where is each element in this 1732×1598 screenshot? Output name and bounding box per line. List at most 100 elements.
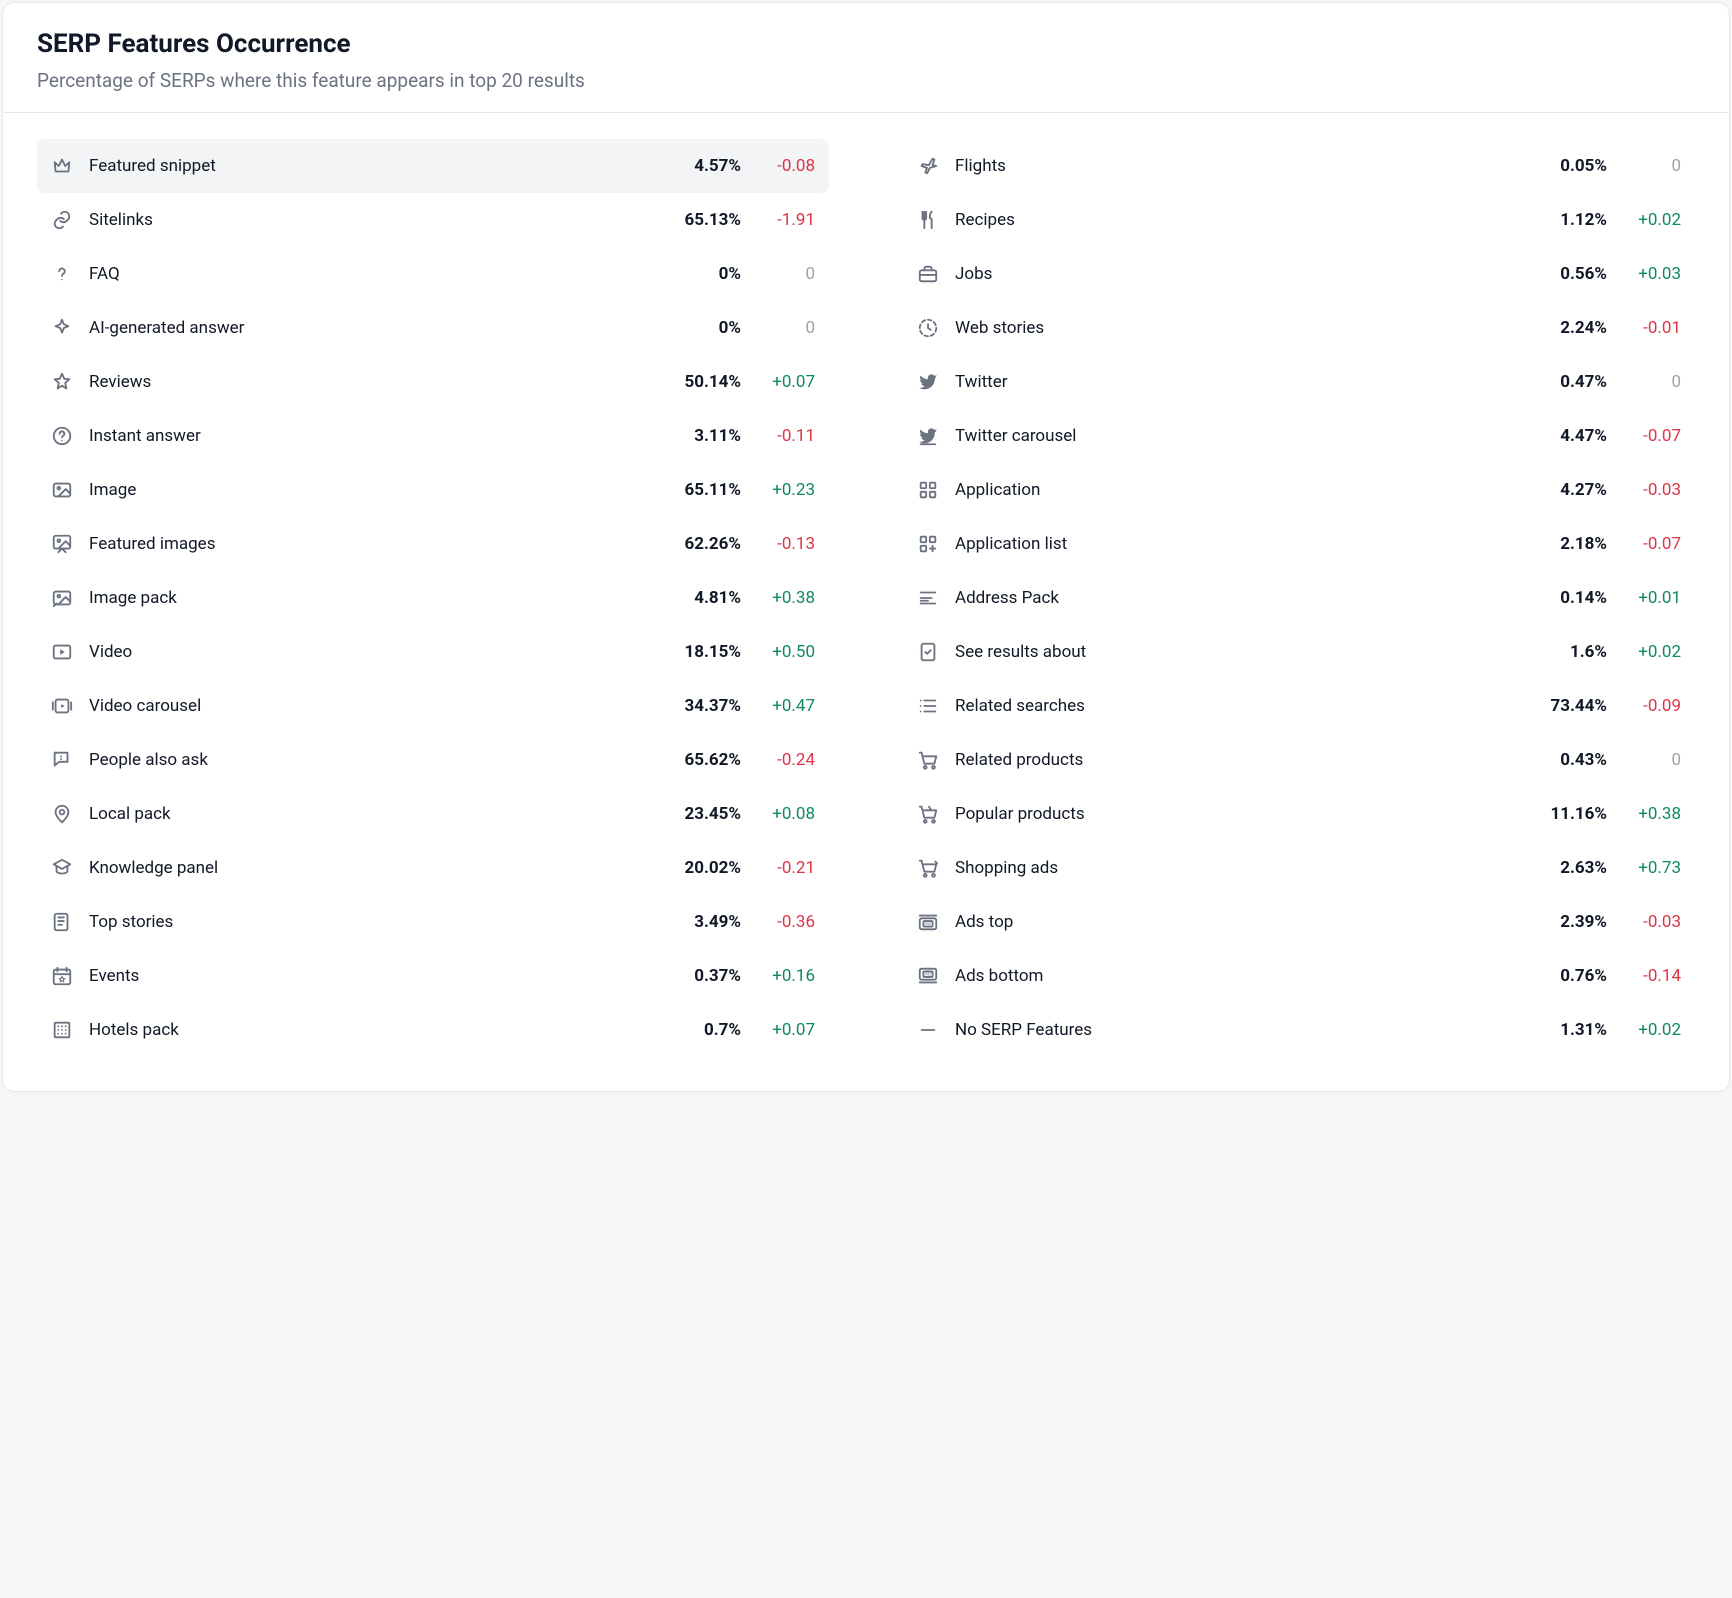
feature-label: Featured images bbox=[89, 534, 645, 554]
feature-percent: 2.39% bbox=[1511, 912, 1607, 932]
feature-delta: -0.07 bbox=[1607, 534, 1681, 554]
link-icon bbox=[51, 209, 73, 231]
feature-label: Popular products bbox=[955, 804, 1511, 824]
webstories-icon bbox=[917, 317, 939, 339]
feature-row-application[interactable]: Application4.27%-0.03 bbox=[903, 463, 1695, 517]
feature-row-events[interactable]: Events0.37%+0.16 bbox=[37, 949, 829, 1003]
feature-delta: +0.38 bbox=[741, 588, 815, 608]
feature-row-jobs[interactable]: Jobs0.56%+0.03 bbox=[903, 247, 1695, 301]
feature-label: Recipes bbox=[955, 210, 1511, 230]
feature-row-knowledge-panel[interactable]: Knowledge panel20.02%-0.21 bbox=[37, 841, 829, 895]
feature-delta: 0 bbox=[1607, 372, 1681, 392]
calendar-star-icon bbox=[51, 965, 73, 987]
knowledge-icon bbox=[51, 857, 73, 879]
feature-delta: -0.24 bbox=[741, 750, 815, 770]
feature-percent: 2.18% bbox=[1511, 534, 1607, 554]
feature-row-twitter-carousel[interactable]: Twitter carousel4.47%-0.07 bbox=[903, 409, 1695, 463]
feature-label: Related searches bbox=[955, 696, 1511, 716]
feature-delta: +0.16 bbox=[741, 966, 815, 986]
feature-percent: 0.47% bbox=[1511, 372, 1607, 392]
feature-row-hotels-pack[interactable]: Hotels pack0.7%+0.07 bbox=[37, 1003, 829, 1057]
feature-label: No SERP Features bbox=[955, 1020, 1511, 1040]
feature-row-reviews[interactable]: Reviews50.14%+0.07 bbox=[37, 355, 829, 409]
cart-pop-icon bbox=[917, 803, 939, 825]
feature-row-featured-snippet[interactable]: Featured snippet4.57%-0.08 bbox=[37, 139, 829, 193]
feature-delta: 0 bbox=[1607, 750, 1681, 770]
apps-plus-icon bbox=[917, 533, 939, 555]
feature-row-video-carousel[interactable]: Video carousel34.37%+0.47 bbox=[37, 679, 829, 733]
feature-percent: 11.16% bbox=[1511, 804, 1607, 824]
feature-percent: 4.81% bbox=[645, 588, 741, 608]
featured-images-icon bbox=[51, 533, 73, 555]
feature-percent: 3.11% bbox=[645, 426, 741, 446]
feature-row-faq[interactable]: FAQ0%0 bbox=[37, 247, 829, 301]
feature-delta: -0.03 bbox=[1607, 912, 1681, 932]
feature-percent: 0.7% bbox=[645, 1020, 741, 1040]
card-subtitle: Percentage of SERPs where this feature a… bbox=[37, 69, 1695, 92]
feature-row-application-list[interactable]: Application list2.18%-0.07 bbox=[903, 517, 1695, 571]
serp-features-card: SERP Features Occurrence Percentage of S… bbox=[2, 2, 1730, 1092]
feature-row-web-stories[interactable]: Web stories2.24%-0.01 bbox=[903, 301, 1695, 355]
feature-label: AI-generated answer bbox=[89, 318, 645, 338]
feature-row-twitter[interactable]: Twitter0.47%0 bbox=[903, 355, 1695, 409]
feature-row-shopping-ads[interactable]: Shopping ads2.63%+0.73 bbox=[903, 841, 1695, 895]
feature-percent: 62.26% bbox=[645, 534, 741, 554]
feature-row-flights[interactable]: Flights0.05%0 bbox=[903, 139, 1695, 193]
feature-row-see-results-about[interactable]: See results about1.6%+0.02 bbox=[903, 625, 1695, 679]
people-ask-icon bbox=[51, 749, 73, 771]
feature-row-sitelinks[interactable]: Sitelinks65.13%-1.91 bbox=[37, 193, 829, 247]
feature-row-top-stories[interactable]: Top stories3.49%-0.36 bbox=[37, 895, 829, 949]
twitter-icon bbox=[917, 371, 939, 393]
pin-icon bbox=[51, 803, 73, 825]
feature-row-recipes[interactable]: Recipes1.12%+0.02 bbox=[903, 193, 1695, 247]
feature-delta: -0.03 bbox=[1607, 480, 1681, 500]
feature-percent: 50.14% bbox=[645, 372, 741, 392]
feature-percent: 2.24% bbox=[1511, 318, 1607, 338]
feature-label: Video carousel bbox=[89, 696, 645, 716]
feature-delta: 0 bbox=[741, 318, 815, 338]
utensils-icon bbox=[917, 209, 939, 231]
feature-label: Twitter bbox=[955, 372, 1511, 392]
feature-row-related-products[interactable]: Related products0.43%0 bbox=[903, 733, 1695, 787]
feature-row-featured-images[interactable]: Featured images62.26%-0.13 bbox=[37, 517, 829, 571]
feature-label: Sitelinks bbox=[89, 210, 645, 230]
feature-delta: +0.50 bbox=[741, 642, 815, 662]
crown-icon bbox=[51, 155, 73, 177]
feature-row-related-searches[interactable]: Related searches73.44%-0.09 bbox=[903, 679, 1695, 733]
hotel-icon bbox=[51, 1019, 73, 1041]
feature-row-local-pack[interactable]: Local pack23.45%+0.08 bbox=[37, 787, 829, 841]
feature-label: Application list bbox=[955, 534, 1511, 554]
feature-delta: +0.08 bbox=[741, 804, 815, 824]
image-icon bbox=[51, 479, 73, 501]
feature-row-video[interactable]: Video18.15%+0.50 bbox=[37, 625, 829, 679]
newspaper-icon bbox=[51, 911, 73, 933]
feature-label: Ads top bbox=[955, 912, 1511, 932]
feature-label: Instant answer bbox=[89, 426, 645, 446]
image-pack-icon bbox=[51, 587, 73, 609]
feature-row-image-pack[interactable]: Image pack4.81%+0.38 bbox=[37, 571, 829, 625]
feature-delta: 0 bbox=[1607, 156, 1681, 176]
feature-label: Reviews bbox=[89, 372, 645, 392]
feature-row-no-serp-features[interactable]: No SERP Features1.31%+0.02 bbox=[903, 1003, 1695, 1057]
feature-percent: 4.47% bbox=[1511, 426, 1607, 446]
ads-top-icon bbox=[917, 911, 939, 933]
feature-percent: 0.76% bbox=[1511, 966, 1607, 986]
feature-delta: -1.91 bbox=[741, 210, 815, 230]
feature-row-popular-products[interactable]: Popular products11.16%+0.38 bbox=[903, 787, 1695, 841]
feature-delta: +0.02 bbox=[1607, 642, 1681, 662]
feature-row-ads-top[interactable]: Ads top2.39%-0.03 bbox=[903, 895, 1695, 949]
feature-row-ai-generated-answer[interactable]: AI-generated answer0%0 bbox=[37, 301, 829, 355]
card-header: SERP Features Occurrence Percentage of S… bbox=[3, 3, 1729, 113]
feature-percent: 1.31% bbox=[1511, 1020, 1607, 1040]
feature-label: Address Pack bbox=[955, 588, 1511, 608]
feature-label: Related products bbox=[955, 750, 1511, 770]
minus-icon bbox=[917, 1019, 939, 1041]
feature-row-people-also-ask[interactable]: People also ask65.62%-0.24 bbox=[37, 733, 829, 787]
feature-percent: 0.14% bbox=[1511, 588, 1607, 608]
feature-percent: 65.13% bbox=[645, 210, 741, 230]
feature-row-ads-bottom[interactable]: Ads bottom0.76%-0.14 bbox=[903, 949, 1695, 1003]
feature-percent: 0.56% bbox=[1511, 264, 1607, 284]
feature-row-image[interactable]: Image65.11%+0.23 bbox=[37, 463, 829, 517]
feature-row-instant-answer[interactable]: Instant answer3.11%-0.11 bbox=[37, 409, 829, 463]
feature-row-address-pack[interactable]: Address Pack0.14%+0.01 bbox=[903, 571, 1695, 625]
